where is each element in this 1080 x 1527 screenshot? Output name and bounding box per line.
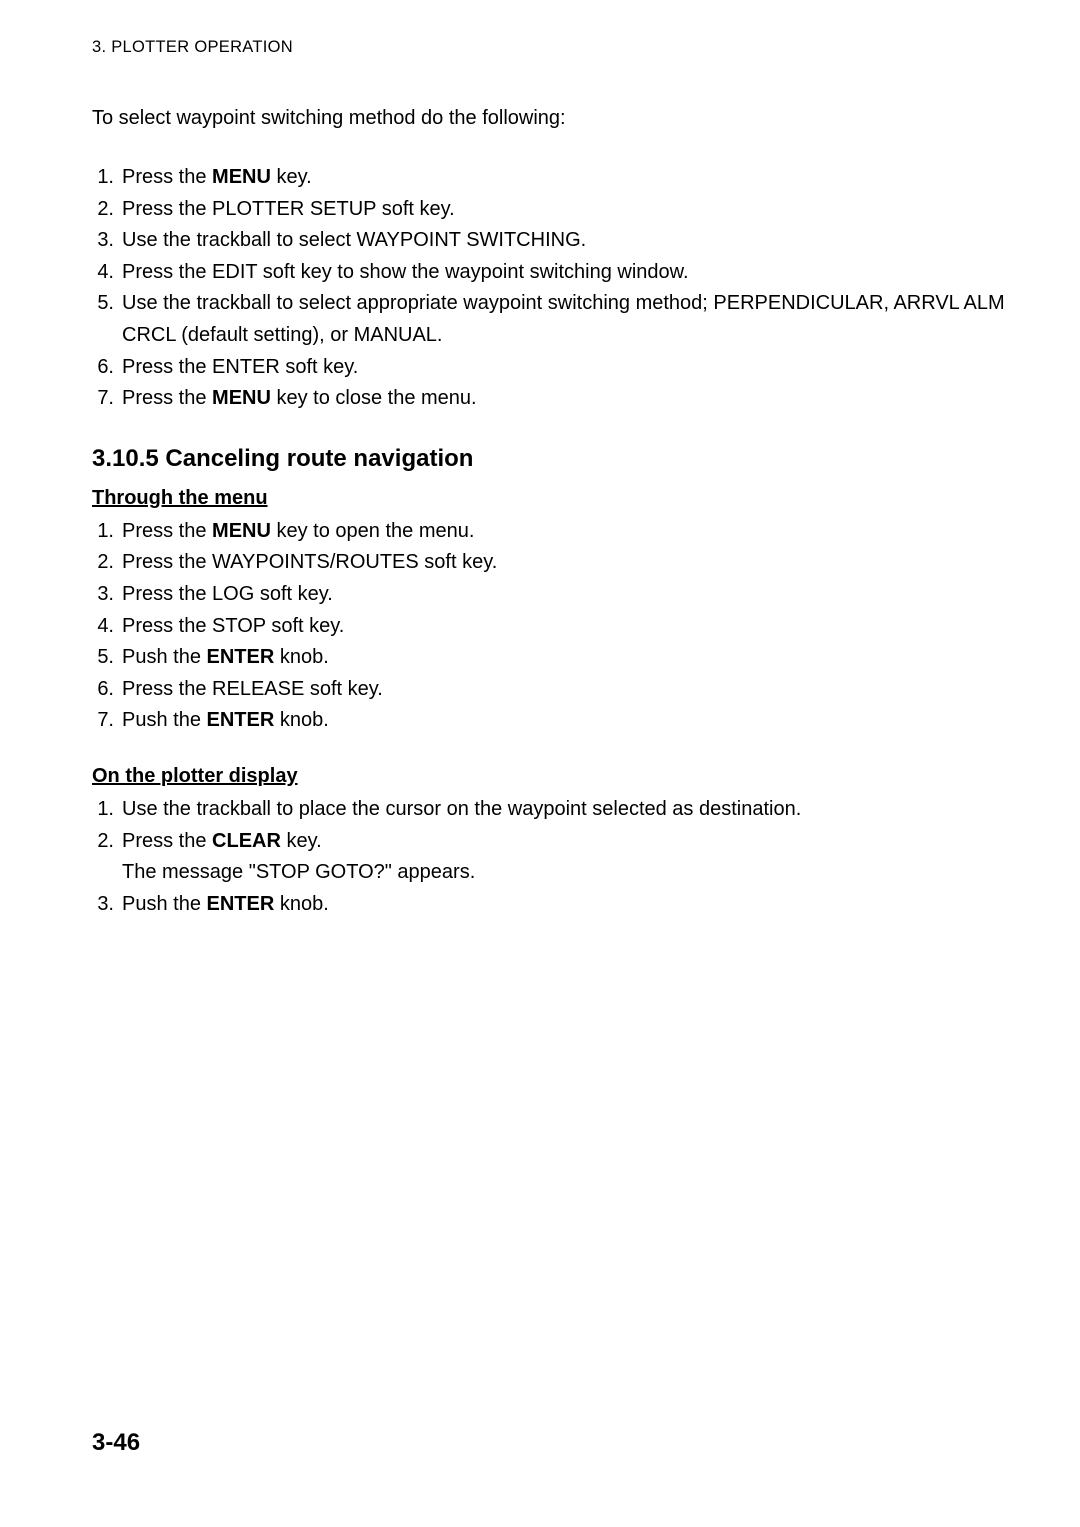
step-text-bold: MENU <box>212 387 271 409</box>
steps-list-2: 1. Press the MENU key to open the menu. 2… <box>92 516 1005 737</box>
step-number: 1. <box>92 516 114 548</box>
step-continuation: The message "STOP GOTO?" appears. <box>122 857 1005 889</box>
step-text-pre: Press the PLOTTER SETUP soft key. <box>122 198 455 220</box>
list-item: 5. Push the ENTER knob. <box>92 642 1005 674</box>
step-text-post: key to open the menu. <box>271 520 474 542</box>
step-number: 3. <box>92 579 114 611</box>
list-item: 2. Press the CLEAR key. The message "STOP … <box>92 826 1005 889</box>
step-text-pre: Press the STOP soft key. <box>122 615 344 637</box>
step-text-pre: Press the LOG soft key. <box>122 583 333 605</box>
step-text-bold: MENU <box>212 166 271 188</box>
step-text-pre: Push the <box>122 709 207 731</box>
subheading-2: On the plotter display <box>92 765 1005 788</box>
step-text-post: knob. <box>274 646 328 668</box>
list-item: 4. Press the STOP soft key. <box>92 611 1005 643</box>
step-number: 4. <box>92 257 114 289</box>
step-number: 6. <box>92 674 114 706</box>
list-item: 1. Press the MENU key to open the menu. <box>92 516 1005 548</box>
subheading-1: Through the menu <box>92 487 1005 510</box>
step-text-pre: Use the trackball to select appropriate … <box>122 292 1005 346</box>
step-text-pre: Press the <box>122 166 212 188</box>
intro-text: To select waypoint switching method do t… <box>92 107 1005 130</box>
page-number: 3-46 <box>92 1429 140 1457</box>
page-header: 3. PLOTTER OPERATION <box>92 38 1005 57</box>
step-text-bold: ENTER <box>207 709 275 731</box>
step-number: 5. <box>92 288 114 320</box>
steps-list-3: 1. Use the trackball to place the cursor … <box>92 794 1005 920</box>
step-text-pre: Press the <box>122 830 212 852</box>
list-item: 6. Press the ENTER soft key. <box>92 352 1005 384</box>
step-text-bold: ENTER <box>207 893 275 915</box>
step-text-post: knob. <box>274 893 328 915</box>
list-item: 7. Press the MENU key to close the menu. <box>92 383 1005 415</box>
section-heading: 3.10.5 Canceling route navigation <box>92 445 1005 473</box>
step-text-pre: Press the RELEASE soft key. <box>122 678 383 700</box>
step-text-post: key to close the menu. <box>271 387 477 409</box>
list-item: 3. Press the LOG soft key. <box>92 579 1005 611</box>
step-text-pre: Press the ENTER soft key. <box>122 356 358 378</box>
step-text-pre: Press the <box>122 520 212 542</box>
step-number: 4. <box>92 611 114 643</box>
step-number: 6. <box>92 352 114 384</box>
step-number: 3. <box>92 225 114 257</box>
step-text-pre: Use the trackball to place the cursor on… <box>122 798 801 820</box>
step-number: 3. <box>92 889 114 921</box>
step-text-bold: MENU <box>212 520 271 542</box>
list-item: 3. Use the trackball to select WAYPOINT S… <box>92 225 1005 257</box>
list-item: 2. Press the PLOTTER SETUP soft key. <box>92 194 1005 226</box>
list-item: 2. Press the WAYPOINTS/ROUTES soft key. <box>92 547 1005 579</box>
steps-list-1: 1. Press the MENU key. 2. Press the PLOTTE… <box>92 162 1005 415</box>
step-text-bold: ENTER <box>207 646 275 668</box>
step-number: 1. <box>92 794 114 826</box>
step-number: 2. <box>92 547 114 579</box>
step-number: 1. <box>92 162 114 194</box>
list-item: 5.Use the trackball to select appropriat… <box>92 288 1005 351</box>
step-text-pre: Press the WAYPOINTS/ROUTES soft key. <box>122 551 497 573</box>
step-text-post: key. <box>281 830 322 852</box>
step-text-pre: Push the <box>122 646 207 668</box>
page: 3. PLOTTER OPERATION To select waypoint … <box>0 0 1080 1527</box>
step-number: 2. <box>92 826 114 858</box>
list-item: 3. Push the ENTER knob. <box>92 889 1005 921</box>
step-text-pre: Use the trackball to select WAYPOINT SWI… <box>122 229 586 251</box>
list-item: 1. Use the trackball to place the cursor … <box>92 794 1005 826</box>
list-item: 7. Push the ENTER knob. <box>92 705 1005 737</box>
step-text-pre: Press the <box>122 387 212 409</box>
list-item: 6. Press the RELEASE soft key. <box>92 674 1005 706</box>
step-number: 5. <box>92 642 114 674</box>
step-text-bold: CLEAR <box>212 830 281 852</box>
step-text-pre: Push the <box>122 893 207 915</box>
step-text-post: knob. <box>274 709 328 731</box>
step-number: 2. <box>92 194 114 226</box>
step-number: 7. <box>92 383 114 415</box>
list-item: 4. Press the EDIT soft key to show the wa… <box>92 257 1005 289</box>
step-text-pre: Press the EDIT soft key to show the wayp… <box>122 261 689 283</box>
step-text-post: key. <box>271 166 312 188</box>
step-number: 7. <box>92 705 114 737</box>
list-item: 1. Press the MENU key. <box>92 162 1005 194</box>
